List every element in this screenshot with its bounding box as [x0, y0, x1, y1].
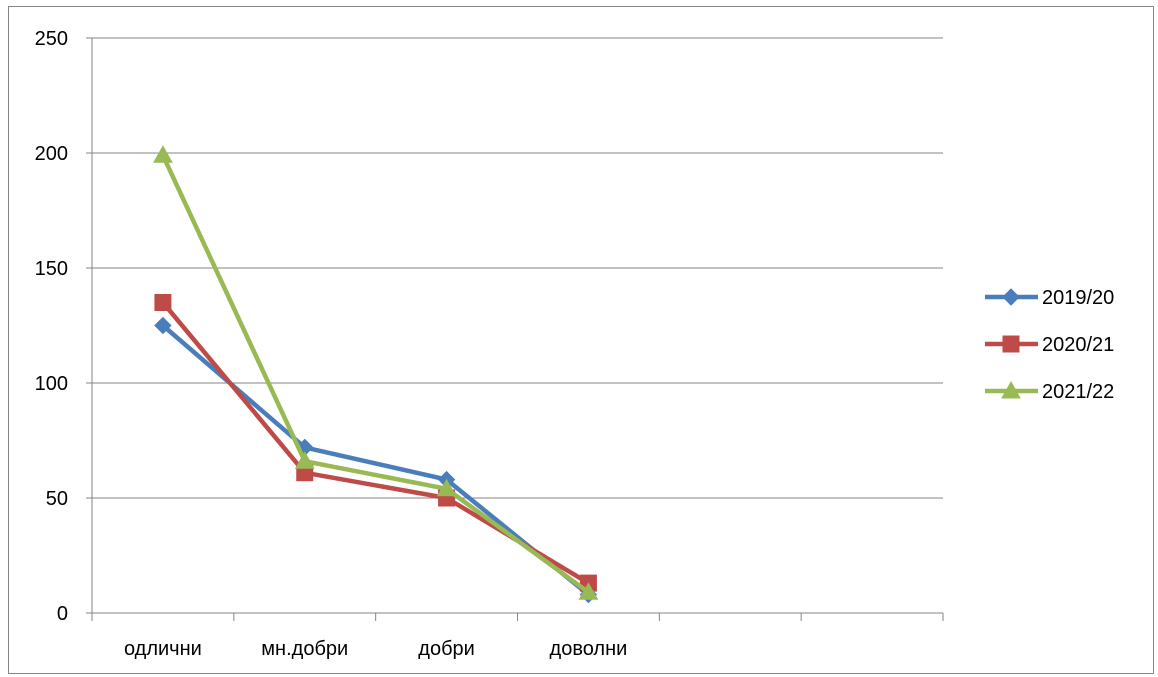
data-point-marker	[578, 582, 599, 600]
data-point-marker	[436, 478, 457, 497]
legend-entry: 2019/20	[985, 287, 1114, 309]
legend-label: 2019/20	[1042, 287, 1114, 309]
legend-marker	[1001, 380, 1021, 399]
series-layer	[153, 145, 599, 604]
series-2020/21	[154, 294, 597, 592]
axes	[86, 37, 944, 621]
data-point-marker	[154, 294, 172, 311]
legend-label: 2021/22	[1042, 381, 1114, 403]
legend-entry: 2020/21	[985, 334, 1114, 356]
series-line	[160, 323, 591, 597]
legend-label: 2020/21	[1042, 334, 1114, 356]
y-tick-label: 250	[35, 28, 68, 50]
x-category-label: добри	[418, 638, 475, 660]
x-category-label: мн.добри	[261, 638, 348, 660]
series-2021/22	[153, 145, 599, 600]
gridlines	[92, 37, 943, 499]
x-category-label: одлични	[124, 638, 202, 660]
series-line	[160, 153, 591, 595]
series-2019/20	[154, 316, 598, 604]
y-tick-label: 100	[35, 373, 68, 395]
legend-marker	[1002, 335, 1020, 353]
y-tick-label: 50	[46, 488, 68, 510]
data-point-marker	[154, 316, 172, 335]
chart-frame	[8, 6, 1154, 674]
data-point-marker	[153, 145, 173, 163]
x-axis-category-labels: одлични мн.добри добри доволни	[124, 638, 627, 660]
legend: 2019/20 2020/21 2021/22	[985, 287, 1114, 403]
y-tick-label: 200	[35, 143, 68, 165]
x-category-label: доволни	[550, 638, 628, 660]
legend-entry: 2021/22	[985, 380, 1114, 403]
y-tick-label: 150	[35, 258, 68, 280]
y-axis-tick-labels: 0 50 100 150 200 250	[35, 28, 68, 625]
legend-marker	[1002, 288, 1020, 306]
data-point-marker	[294, 451, 315, 469]
y-tick-label: 0	[57, 603, 68, 625]
